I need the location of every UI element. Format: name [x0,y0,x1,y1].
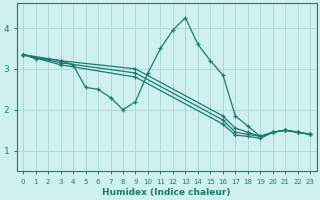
X-axis label: Humidex (Indice chaleur): Humidex (Indice chaleur) [102,188,231,197]
